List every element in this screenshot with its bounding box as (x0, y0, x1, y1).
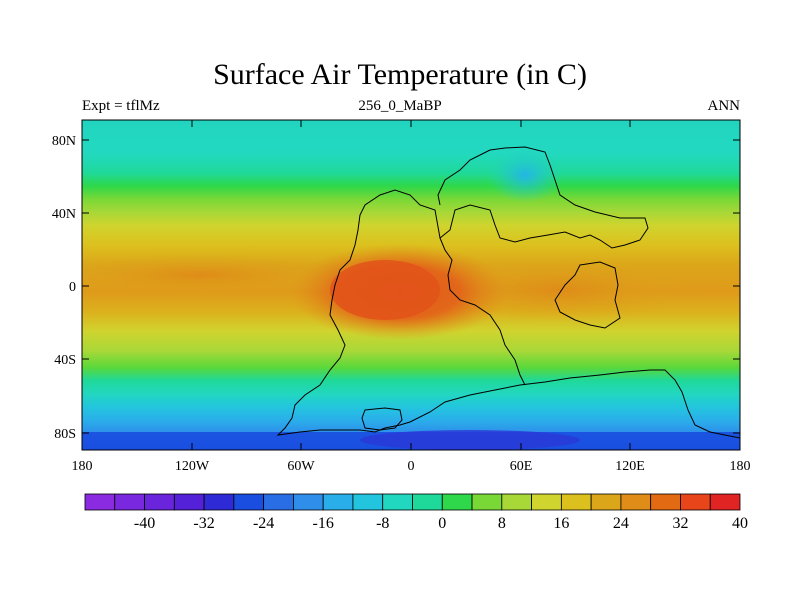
colorbar-swatch (620, 493, 652, 511)
x-tick-label: 180 (72, 459, 93, 474)
colorbar-swatch (501, 493, 532, 511)
colorbar-swatch (322, 493, 354, 511)
colorbar-swatch (233, 493, 265, 511)
colorbar-swatch (144, 493, 175, 511)
colorbar-swatch (293, 493, 324, 511)
continental-hotspot-core (330, 260, 440, 320)
colorbar-swatch (441, 493, 473, 511)
southern-inlet (361, 407, 403, 431)
x-tick-label: 120W (175, 459, 210, 474)
colorbar-label: 16 (553, 515, 569, 532)
y-tick-label: 80N (52, 134, 76, 149)
colorbar-label: 32 (672, 515, 688, 532)
colorbar-label: -8 (376, 515, 389, 532)
x-tick-label: 60W (287, 459, 315, 474)
colorbar-swatch (263, 493, 294, 511)
x-tick-label: 120E (615, 459, 645, 474)
y-tick-label: 0 (69, 280, 76, 295)
colorbar-label: -24 (253, 515, 274, 532)
colorbar-swatch (114, 493, 145, 511)
temperature-field (82, 120, 740, 450)
colorbar-swatch (412, 493, 443, 511)
y-tick-label: 40N (52, 207, 76, 222)
colorbar-swatch (560, 493, 592, 511)
x-tick-label: 60E (510, 459, 533, 474)
x-tick-label: 0 (408, 459, 415, 474)
continent-outline (276, 146, 740, 439)
colorbar-swatch (650, 493, 681, 511)
colorbar-label: 8 (498, 515, 506, 532)
x-ticks (81, 120, 741, 450)
x-tick-label: 180 (730, 459, 751, 474)
colorbar-swatch (382, 493, 413, 511)
colorbar-label: -16 (313, 515, 334, 532)
east-embayment (554, 261, 621, 329)
colorbar-label: 24 (613, 515, 629, 532)
map-title: Surface Air Temperature (in C) (213, 58, 587, 91)
south-polar-cold-core (360, 430, 580, 450)
colorbar-label: -32 (193, 515, 214, 532)
colorbar-labels: -40 -32 -24 -16 -8 0 8 16 24 32 40 (134, 515, 748, 532)
polar-cool-region (487, 147, 563, 203)
y-tick-label: 40S (54, 353, 76, 368)
colorbar-swatch (84, 493, 116, 511)
colorbar-label: 0 (438, 515, 446, 532)
colorbar-label: -40 (134, 515, 155, 532)
colorbar-swatch (203, 493, 235, 511)
continent-outline-north (437, 149, 491, 206)
colorbar-label: 40 (732, 515, 748, 532)
y-ticks (82, 139, 740, 434)
colorbar (84, 493, 741, 511)
season-label: ANN (707, 98, 741, 114)
colorbar-swatch (680, 493, 711, 511)
time-label: 256_0_MaBP (358, 98, 442, 114)
colorbar-swatch (709, 493, 741, 511)
colorbar-swatch (173, 493, 205, 511)
colorbar-swatch (352, 493, 384, 511)
colorbar-swatch (471, 493, 503, 511)
experiment-label: Expt = tflMz (82, 98, 160, 114)
y-tick-label: 80S (54, 427, 76, 442)
warm-ocean-belt-west (82, 253, 360, 297)
colorbar-swatch (531, 493, 562, 511)
colorbar-swatch (590, 493, 622, 511)
continent-interior-coast (439, 237, 526, 386)
